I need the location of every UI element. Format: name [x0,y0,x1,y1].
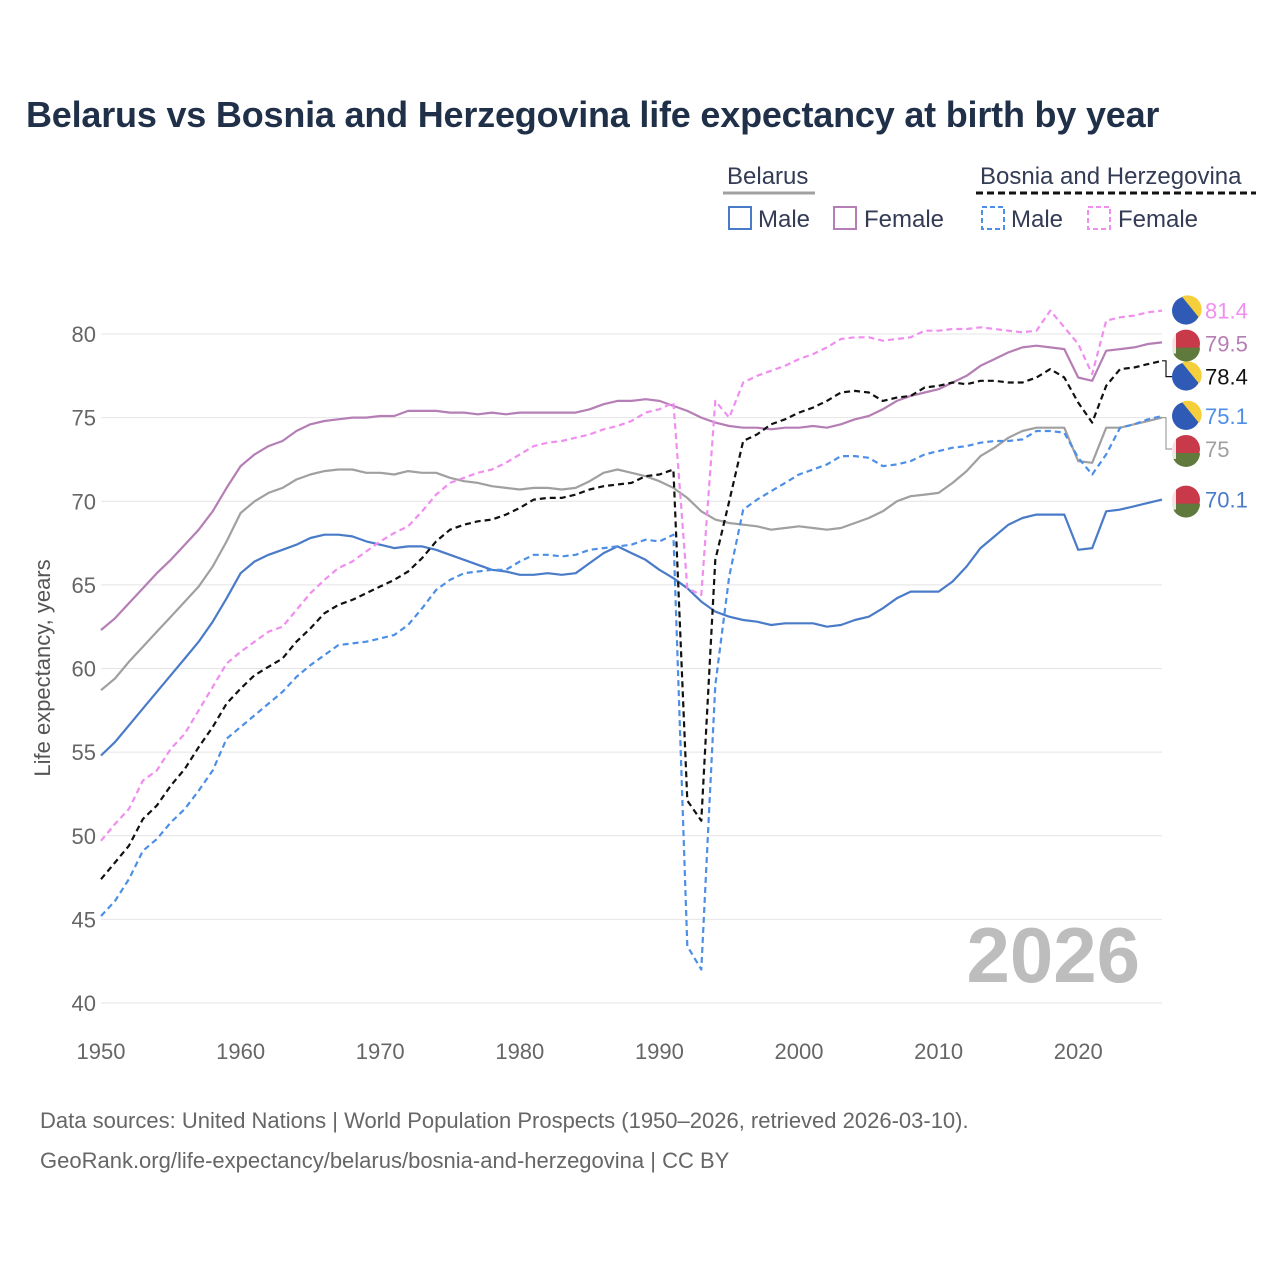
flag-ornament-belarus-male [1172,489,1176,510]
legend-belarus-female-label[interactable]: Female [864,206,944,233]
x-tick-label-1980: 1980 [495,1039,544,1064]
y-tick-label-60: 60 [72,657,96,682]
flag-triangle-bosnia-and-herzegovina-male [1182,400,1202,423]
data-source-note: Data sources: United Nations | World Pop… [40,1108,969,1133]
y-tick-label-70: 70 [72,489,96,514]
legend-bosnia-female-swatch[interactable] [1087,206,1111,230]
y-tick-label-55: 55 [72,740,96,765]
legend-belarus-female-swatch[interactable] [833,206,857,230]
x-tick-label-2020: 2020 [1054,1039,1103,1064]
flag-band-belarus-male [1172,503,1200,518]
gridlines [101,333,1162,1004]
y-tick-label-40: 40 [72,991,96,1016]
series-line-bosnia-and-herzegovina-female[interactable] [100,309,1163,842]
chart-title: Belarus vs Bosnia and Herzegovina life e… [26,94,1160,135]
end-value-label-bosnia-and-herzegovina-female: 81.4 [1205,299,1248,324]
y-axis-label: Life expectancy, years [30,559,55,776]
end-value-label-belarus-total: 75 [1205,437,1229,462]
y-tick-label-50: 50 [72,824,96,849]
flag-marker-bosnia-and-herzegovina-male [1172,400,1202,430]
x-tick-label-1970: 1970 [356,1039,405,1064]
end-value-label-belarus-male: 70.1 [1205,488,1248,513]
flag-triangle-bosnia-and-herzegovina-total [1182,361,1202,384]
flag-marker-bosnia-and-herzegovina-female [1172,295,1202,325]
flag-band-belarus-total [1172,452,1200,467]
flag-marker-belarus-total [1172,434,1200,467]
y-tick-label-75: 75 [72,406,96,431]
x-tick-label-2000: 2000 [775,1039,824,1064]
series-line-belarus-female[interactable] [100,341,1163,631]
credit-link[interactable]: GeoRank.org/life-expectancy/belarus/bosn… [40,1148,730,1173]
end-value-label-bosnia-and-herzegovina-male: 75.1 [1205,404,1248,429]
series-line-belarus-male[interactable] [100,498,1163,757]
legend-bosnia-male-swatch[interactable] [981,206,1005,230]
legend-belarus-male-swatch[interactable] [728,206,752,230]
x-tick-label-1950: 1950 [77,1039,126,1064]
current-year-watermark: 2026 [966,911,1140,999]
x-tick-label-1990: 1990 [635,1039,684,1064]
end-connector-belarus-total [1162,417,1172,450]
end-connector-bosnia-and-herzegovina-total [1162,360,1172,378]
legend-belarus-male-label[interactable]: Male [758,206,810,233]
legend: Belarus Male Female Bosnia and Herzegovi… [723,163,1256,233]
y-tick-label-65: 65 [72,573,96,598]
y-tick-label-45: 45 [72,907,96,932]
end-value-label-bosnia-and-herzegovina-total: 78.4 [1205,365,1248,390]
x-tick-label-2010: 2010 [914,1039,963,1064]
legend-group-belarus: Belarus [727,163,808,190]
legend-group-bosnia: Bosnia and Herzegovina [980,163,1242,190]
end-value-label-belarus-female: 79.5 [1205,332,1248,357]
flag-marker-belarus-female [1172,329,1200,362]
x-tick-label-1960: 1960 [216,1039,265,1064]
flag-ornament-belarus-female [1172,333,1176,354]
series-line-bosnia-and-herzegovina-total[interactable] [100,359,1163,880]
flag-marker-bosnia-and-herzegovina-total [1172,361,1202,391]
axes: 40 45 50 55 60 65 70 75 80 1950 1960 1970 1980 1990 20… [72,322,1103,1064]
y-tick-label-80: 80 [72,322,96,347]
end-markers: 75 70.1 79.5 78.4 75.1 81.4 [1162,295,1248,518]
flag-band-belarus-female [1172,347,1200,362]
series-line-belarus-total[interactable] [100,416,1163,692]
flag-ornament-belarus-total [1172,438,1176,459]
series-line-bosnia-and-herzegovina-male[interactable] [100,414,1163,971]
series-lines [100,309,1163,971]
flag-triangle-bosnia-and-herzegovina-female [1182,295,1202,318]
legend-bosnia-female-label[interactable]: Female [1118,206,1198,233]
flag-marker-belarus-male [1172,485,1200,518]
legend-bosnia-male-label[interactable]: Male [1011,206,1063,233]
